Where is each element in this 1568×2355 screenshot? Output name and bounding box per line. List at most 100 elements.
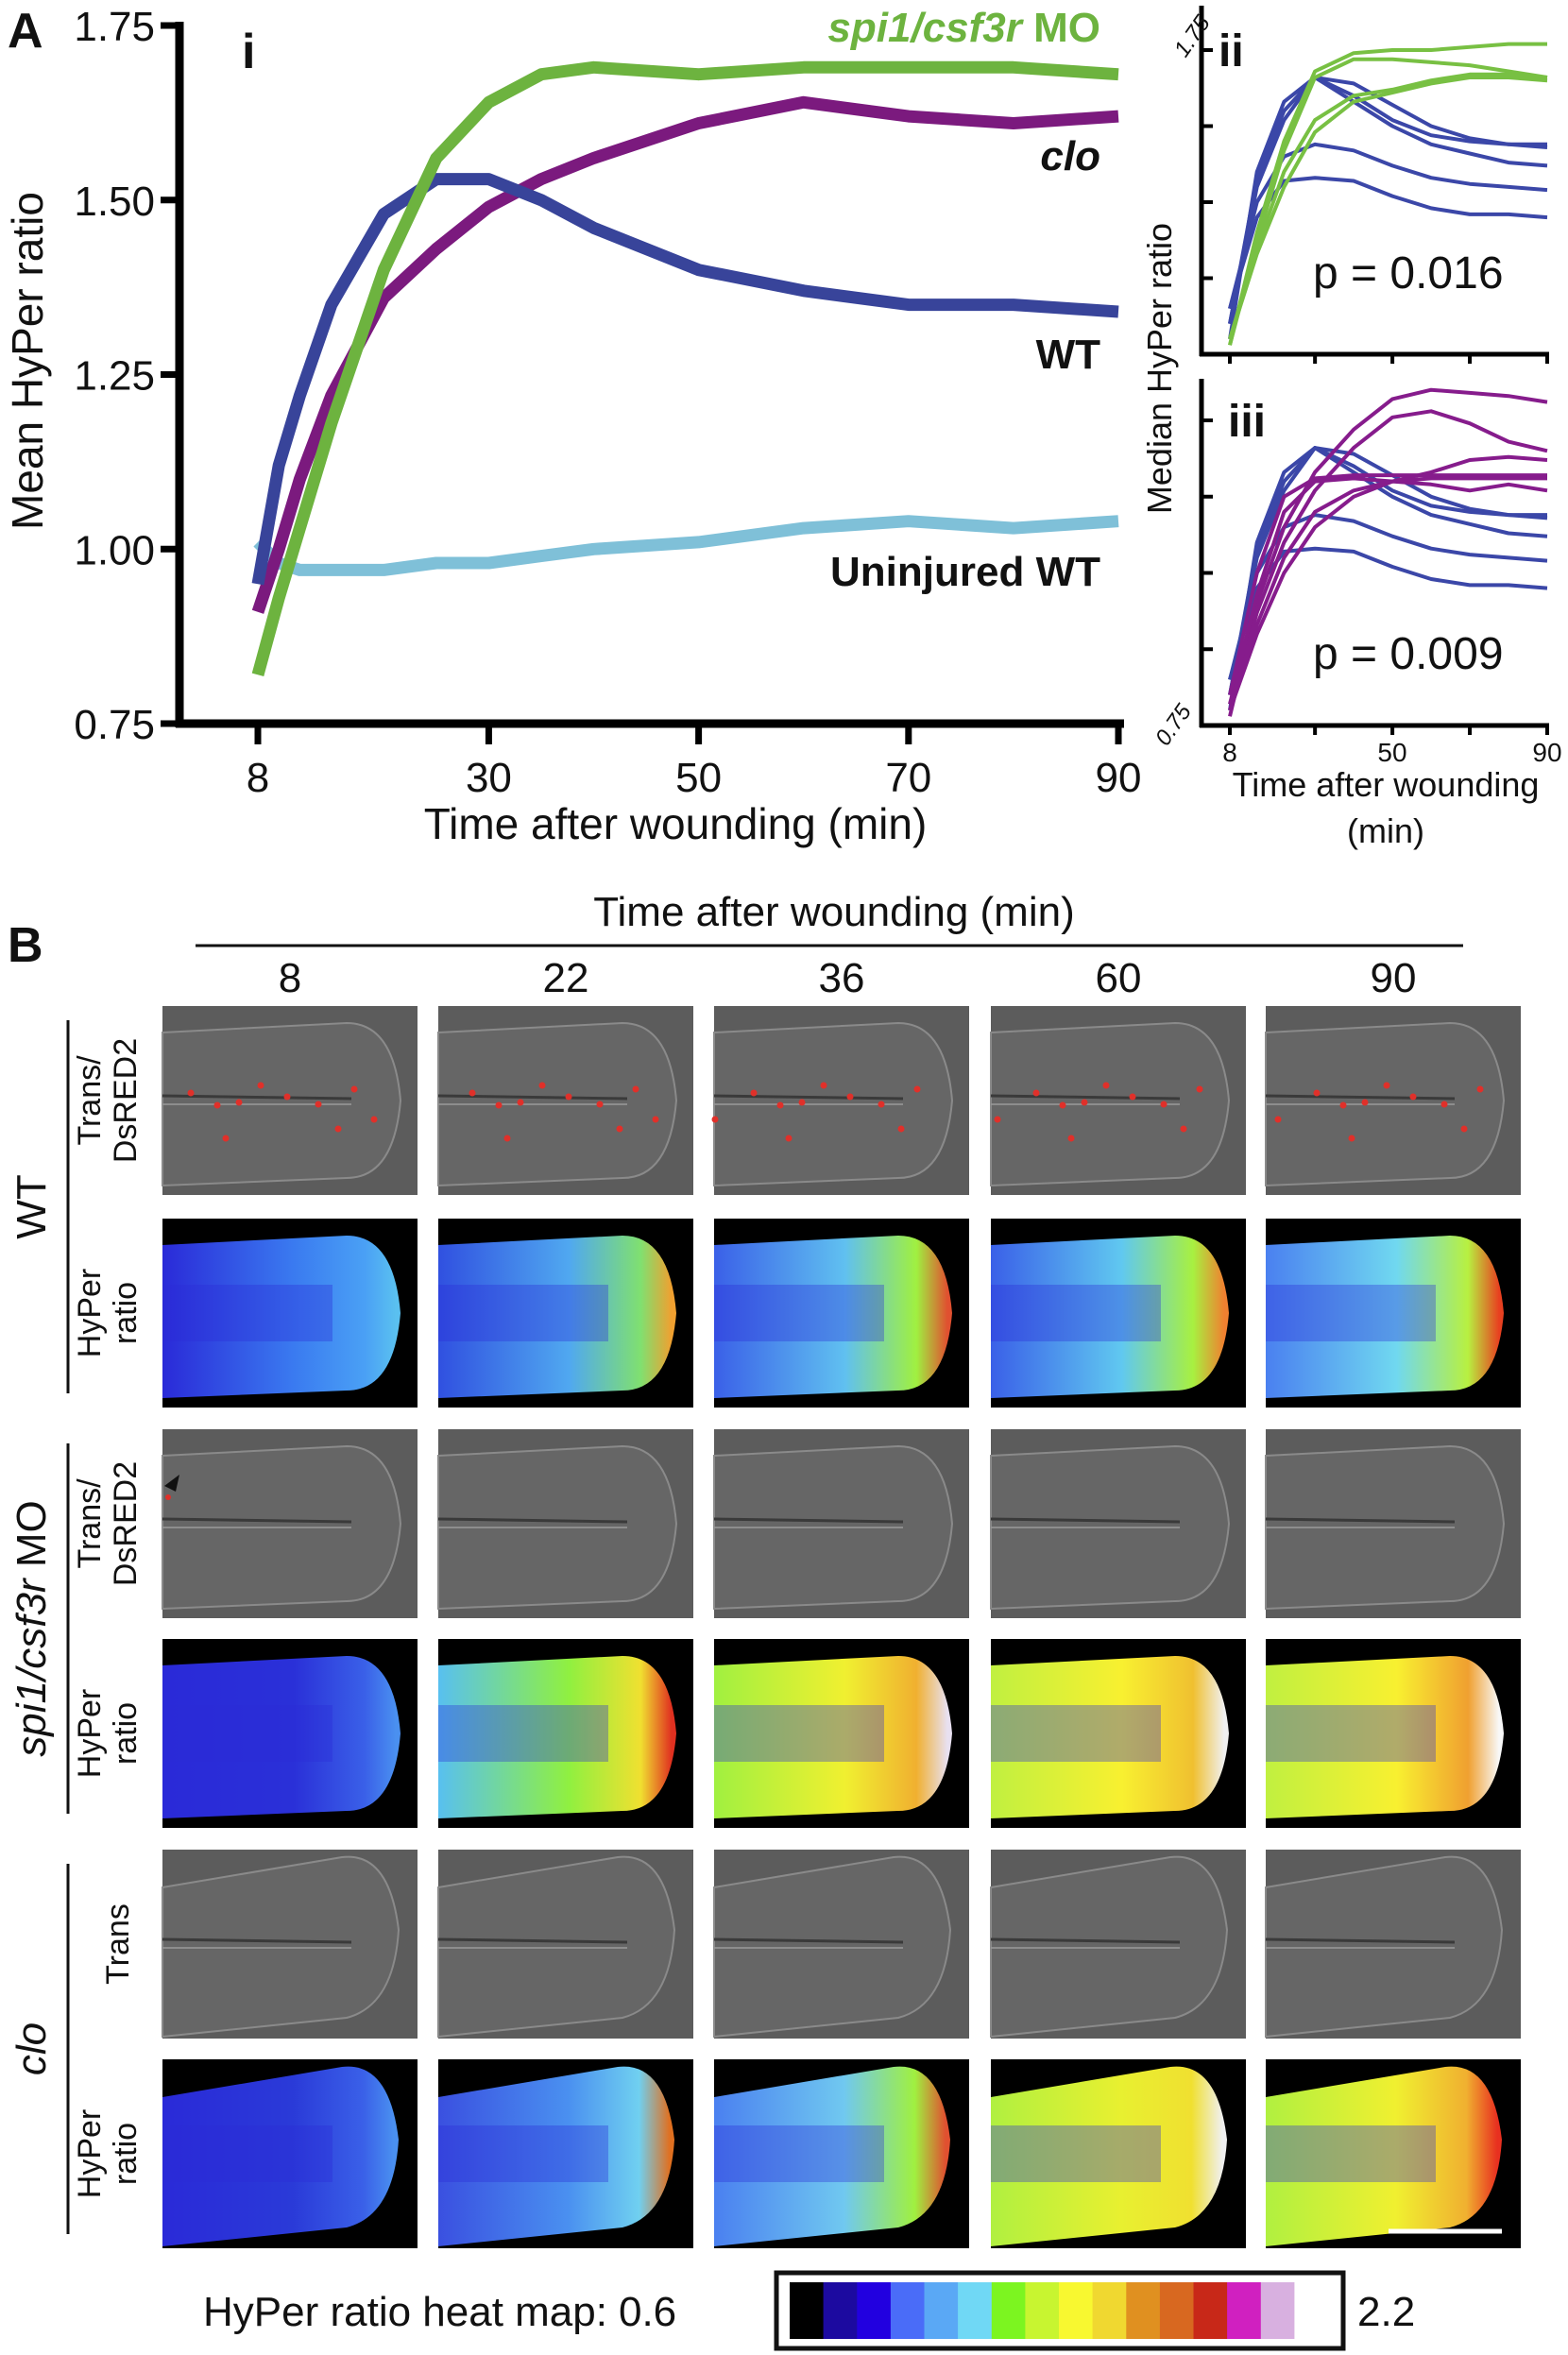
hyper-tail — [991, 2066, 1227, 2246]
dsred-neutrophil — [213, 1101, 221, 1109]
y-axis-label: Mean HyPer ratio — [3, 192, 52, 530]
trans-image — [437, 1850, 693, 2039]
small-x-axis-label: Time after wounding — [1233, 765, 1540, 804]
group-label-name: spi1/csf3r — [9, 1577, 55, 1757]
row-label-line2: DsRED2 — [108, 1461, 144, 1586]
hyper-ratio-image — [991, 1219, 1246, 1408]
subpanel-label-ii: ii — [1219, 26, 1244, 77]
dsred-neutrophil — [1067, 1135, 1075, 1142]
colorbar-swatch — [924, 2282, 959, 2339]
notochord — [162, 1937, 352, 1944]
dsred-neutrophil — [878, 1101, 885, 1108]
hyper-tail — [714, 1656, 952, 1818]
dsred-neutrophil — [596, 1101, 604, 1108]
x-axis-label: Time after wounding (min) — [424, 799, 928, 848]
hyper-ratio-image — [714, 1219, 969, 1408]
row-label-line2: DsRED2 — [108, 1038, 144, 1163]
tail-outline — [713, 1855, 952, 2039]
group-label-name: clo — [9, 2022, 55, 2075]
hyper-tail — [438, 2066, 674, 2246]
dsred-neutrophil — [1081, 1099, 1088, 1106]
colorbar-swatch — [1092, 2282, 1127, 2339]
dsred-neutrophil — [257, 1082, 264, 1089]
hyper-ratio-image — [438, 1639, 693, 1828]
small-series-line-clo — [1228, 479, 1548, 711]
small-series-line-clo — [1228, 387, 1548, 717]
dsred-neutrophil — [846, 1093, 854, 1101]
dsred-neutrophil — [1361, 1099, 1369, 1106]
dsred-neutrophil — [897, 1125, 905, 1133]
hyper-core-region — [1266, 1705, 1436, 1762]
y-tick-label: 1.00 — [74, 527, 155, 573]
hyper-tail — [1266, 1656, 1504, 1818]
dsred-neutrophil — [632, 1085, 639, 1093]
image-grid — [162, 1006, 1521, 2248]
hyper-ratio-image — [714, 2059, 969, 2248]
tail-outline — [990, 1855, 1229, 2039]
notochord — [437, 1937, 628, 1944]
row-label-line1: Trans/ — [72, 1055, 108, 1146]
trans-image — [162, 1006, 418, 1195]
colorbar-label: HyPer ratio heat map: 0.6 — [203, 2289, 676, 2335]
dsred-neutrophil — [222, 1135, 230, 1142]
hyper-core-region — [714, 1285, 884, 1341]
legend-label-wt: WT — [1036, 332, 1101, 378]
small-xtick-90: 90 — [1532, 738, 1561, 767]
dsred-neutrophil — [283, 1093, 291, 1101]
group-label: WT — [9, 1174, 55, 1238]
tail-outline — [1265, 1855, 1504, 2039]
colorbar-swatch — [1294, 2282, 1329, 2339]
dsred-neutrophil — [1059, 1101, 1066, 1109]
hyper-ratio-image — [162, 1219, 418, 1408]
small-series-lines — [1228, 42, 1548, 717]
trans-image — [437, 1006, 693, 1195]
hyper-core-region — [162, 2125, 332, 2182]
group-label-suffix: MO — [9, 1500, 55, 1579]
panel-label-a: A — [8, 4, 43, 59]
trans-image — [1265, 1006, 1521, 1195]
dsred-neutrophil — [1032, 1089, 1040, 1097]
hyper-ratio-image — [1266, 1219, 1521, 1408]
trans-image — [437, 1429, 693, 1618]
hyper-ratio-image — [714, 1639, 969, 1828]
trans-image — [990, 1850, 1246, 2039]
dsred-neutrophil — [616, 1125, 623, 1133]
trans-image — [1265, 1850, 1521, 2039]
dsred-neutrophil — [1476, 1085, 1484, 1093]
colorbar-swatch — [890, 2282, 925, 2339]
notochord — [1265, 1094, 1456, 1101]
legend-label-spi1: spi1/csf3r MO — [827, 5, 1100, 51]
hyper-ratio-image — [991, 2059, 1246, 2248]
x-tick-label: 8 — [247, 755, 269, 801]
heatmap-colorbar: HyPer ratio heat map: 0.6 2.2 — [203, 2270, 1415, 2351]
timepoint-header: 22 — [543, 955, 589, 1001]
hyper-ratio-image — [438, 1219, 693, 1408]
dsred-neutrophil — [1160, 1101, 1167, 1108]
colorbar-swatch — [1260, 2282, 1295, 2339]
dsred-neutrophil — [495, 1101, 503, 1109]
hyper-core-region — [1266, 1285, 1436, 1341]
notochord — [990, 1094, 1181, 1101]
small-series-line-clo — [1228, 409, 1548, 711]
hyper-tail — [991, 1236, 1229, 1398]
hyper-tail — [714, 1236, 952, 1398]
row-label-line1: HyPer — [72, 1689, 108, 1778]
small-series-line-spi1 — [1228, 72, 1548, 340]
small-series-line-clo — [1228, 454, 1548, 705]
main-axes: 0.75 1.00 1.25 1.50 1.75 8 30 50 70 90 — [74, 4, 1141, 801]
y-tick-label: 1.75 — [74, 4, 155, 50]
row-label-line2: ratio — [108, 1702, 144, 1765]
notochord — [1265, 1517, 1456, 1524]
series-line-wt — [251, 173, 1119, 586]
colorbar-swatch — [1159, 2282, 1194, 2339]
series-line-clo — [251, 95, 1119, 614]
tail-outline — [437, 1855, 676, 2039]
hyper-core-region — [991, 1705, 1161, 1762]
hyper-tail — [162, 1656, 401, 1818]
colorbar-swatch — [1227, 2282, 1262, 2339]
small-axes — [1199, 6, 1549, 735]
timepoint-header: 36 — [819, 955, 865, 1001]
colorbar-swatch — [823, 2282, 858, 2339]
